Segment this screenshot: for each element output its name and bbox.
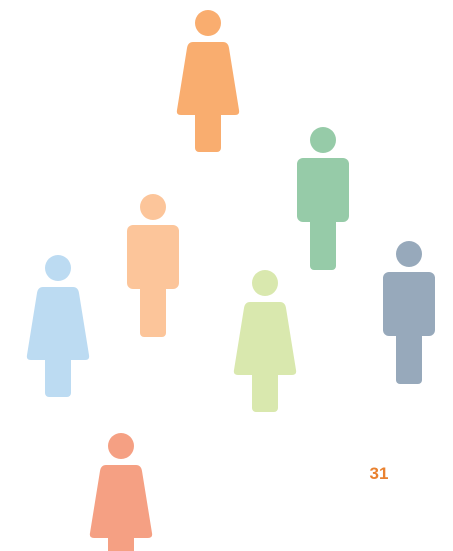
male-figure <box>383 241 435 384</box>
female-figure <box>89 433 153 551</box>
female-figure <box>26 255 90 397</box>
page-number: 31 <box>370 464 389 483</box>
male-figure <box>297 127 349 270</box>
female-figure <box>233 270 297 412</box>
female-figure <box>176 10 240 152</box>
male-figure <box>127 194 179 337</box>
